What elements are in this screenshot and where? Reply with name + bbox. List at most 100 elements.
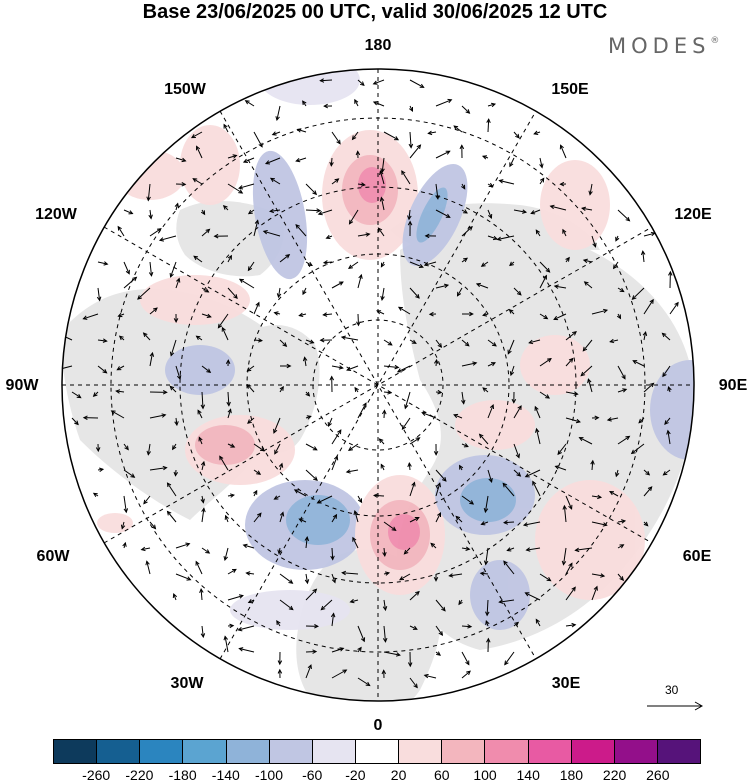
wind-vector bbox=[71, 391, 82, 399]
wind-vector bbox=[174, 202, 179, 211]
wind-vector bbox=[195, 335, 203, 341]
colorbar-swatch bbox=[657, 740, 701, 763]
wind-vector bbox=[480, 521, 489, 526]
wind-vector bbox=[190, 131, 203, 139]
wind-vector bbox=[322, 260, 333, 265]
wind-vector bbox=[632, 360, 645, 367]
wind-vector bbox=[487, 102, 497, 108]
wind-vector bbox=[533, 130, 541, 135]
wind-vector bbox=[397, 306, 411, 315]
wind-vector bbox=[305, 391, 311, 397]
wind-vector bbox=[591, 308, 609, 315]
wind-vector bbox=[455, 515, 463, 523]
wind-vector bbox=[345, 469, 359, 474]
wind-vector bbox=[174, 417, 179, 427]
wind-vector bbox=[219, 455, 229, 471]
wind-vector bbox=[97, 467, 105, 473]
colorbar-tick-label: 20 bbox=[390, 767, 407, 783]
colorbar-swatch bbox=[140, 740, 184, 763]
wind-vector bbox=[117, 225, 125, 237]
anomaly-neg-black-sea bbox=[470, 560, 530, 630]
wind-vector bbox=[509, 157, 515, 168]
wind-vector bbox=[279, 573, 294, 584]
colorbar-swatch bbox=[399, 740, 443, 763]
wind-vector bbox=[172, 592, 178, 601]
wind-vector bbox=[565, 330, 577, 341]
wind-vector bbox=[461, 651, 470, 666]
wind-vector bbox=[175, 542, 191, 549]
wind-vector bbox=[482, 387, 489, 393]
colorbar-swatch bbox=[226, 740, 270, 763]
wind-vector bbox=[435, 98, 453, 107]
colorbar-tick-label: -100 bbox=[254, 767, 284, 783]
wind-vector bbox=[539, 313, 549, 320]
anomaly-pos-120w bbox=[115, 150, 185, 200]
wind-vector bbox=[591, 235, 597, 248]
wind-vector bbox=[264, 157, 281, 165]
anomaly-pos-150w bbox=[180, 125, 240, 205]
wind-vector bbox=[323, 103, 333, 109]
wind-vector bbox=[117, 312, 125, 318]
colorbar-tick-label: -20 bbox=[345, 767, 366, 783]
wind-vector bbox=[522, 521, 541, 527]
reference-vector-value: 30 bbox=[665, 683, 679, 697]
wind-vector bbox=[96, 287, 102, 302]
anomaly-neg-90w bbox=[165, 345, 235, 395]
wind-vector bbox=[617, 388, 628, 393]
modes-logo: MODES® bbox=[608, 34, 719, 58]
wind-vector bbox=[565, 357, 574, 367]
wind-vector bbox=[340, 335, 359, 341]
anomaly-neg-pacific-n bbox=[260, 69, 360, 105]
wind-vector bbox=[539, 573, 552, 582]
wind-vector bbox=[435, 625, 444, 637]
wind-vector bbox=[237, 625, 255, 632]
colorbar-swatch bbox=[54, 740, 98, 763]
wind-vector bbox=[357, 273, 363, 289]
wind-vector bbox=[565, 562, 573, 575]
wind-vector bbox=[195, 560, 203, 575]
wind-vector bbox=[380, 261, 385, 268]
wind-vector bbox=[62, 365, 73, 371]
wind-vector bbox=[200, 495, 205, 504]
wind-vector bbox=[643, 486, 653, 497]
wind-vector bbox=[200, 209, 206, 216]
wind-vector bbox=[173, 469, 179, 477]
wind-vector bbox=[372, 79, 385, 85]
wind-vector bbox=[213, 233, 229, 239]
wind-vector bbox=[506, 547, 515, 552]
wind-vector bbox=[591, 585, 598, 601]
wind-vector bbox=[201, 228, 211, 237]
wind-vector bbox=[478, 433, 489, 445]
colorbar bbox=[53, 739, 701, 764]
wind-vector bbox=[578, 437, 593, 445]
wind-vector bbox=[502, 482, 515, 497]
wind-vector bbox=[615, 469, 620, 478]
wind-vector bbox=[351, 131, 359, 141]
wind-vector bbox=[325, 234, 333, 239]
wind-vector bbox=[305, 183, 318, 196]
wind-vector bbox=[331, 429, 342, 445]
wind-vector bbox=[479, 571, 489, 576]
wind-vector bbox=[401, 170, 411, 185]
wind-vector bbox=[169, 339, 177, 357]
wind-vector bbox=[461, 670, 471, 679]
colorbar-swatch bbox=[485, 740, 529, 763]
lon-label-150e: 150E bbox=[551, 81, 589, 98]
wind-vector bbox=[553, 284, 567, 289]
wind-vector bbox=[617, 519, 627, 524]
wind-vector bbox=[146, 183, 151, 202]
lon-label-60w: 60W bbox=[36, 548, 70, 565]
anomaly-pos-east-arctic bbox=[455, 400, 535, 450]
wind-vector bbox=[123, 443, 129, 451]
wind-vector bbox=[331, 131, 341, 145]
wind-vector bbox=[565, 586, 576, 601]
wind-vector bbox=[247, 417, 255, 424]
polar-stereographic-map bbox=[61, 68, 695, 702]
map-title: Base 23/06/2025 00 UTC, valid 30/06/2025… bbox=[142, 1, 608, 23]
wind-vector bbox=[562, 228, 567, 237]
wind-vector bbox=[146, 443, 152, 456]
wind-vector bbox=[433, 443, 439, 456]
wind-vector bbox=[149, 307, 158, 315]
wind-vector bbox=[642, 331, 648, 341]
wind-vector bbox=[226, 391, 231, 407]
